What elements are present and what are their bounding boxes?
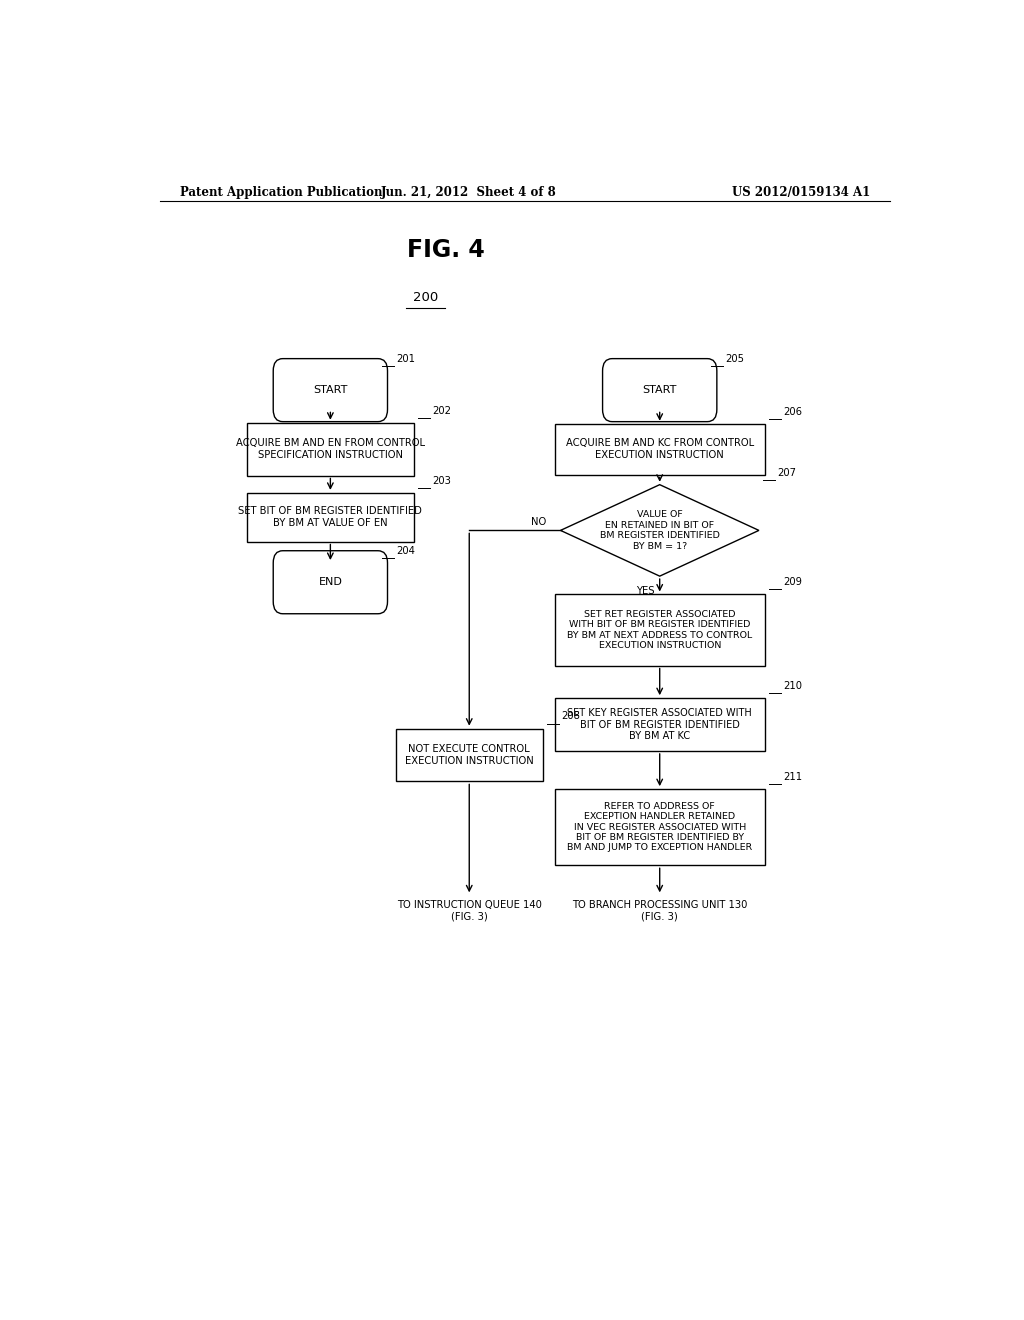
Text: 211: 211 bbox=[783, 772, 802, 781]
Text: NOT EXECUTE CONTROL
EXECUTION INSTRUCTION: NOT EXECUTE CONTROL EXECUTION INSTRUCTIO… bbox=[404, 744, 534, 766]
Polygon shape bbox=[560, 484, 759, 576]
Text: US 2012/0159134 A1: US 2012/0159134 A1 bbox=[732, 186, 870, 199]
Text: NO: NO bbox=[531, 517, 546, 527]
FancyBboxPatch shape bbox=[273, 359, 387, 421]
Text: TO BRANCH PROCESSING UNIT 130
(FIG. 3): TO BRANCH PROCESSING UNIT 130 (FIG. 3) bbox=[572, 900, 748, 921]
Bar bbox=[555, 789, 765, 866]
Text: 201: 201 bbox=[396, 354, 416, 364]
Text: 209: 209 bbox=[783, 577, 802, 587]
Bar bbox=[555, 424, 765, 474]
Text: Jun. 21, 2012  Sheet 4 of 8: Jun. 21, 2012 Sheet 4 of 8 bbox=[381, 186, 557, 199]
Text: 210: 210 bbox=[783, 681, 802, 690]
Bar bbox=[555, 594, 765, 665]
Text: 204: 204 bbox=[396, 545, 415, 556]
Text: REFER TO ADDRESS OF
EXCEPTION HANDLER RETAINED
IN VEC REGISTER ASSOCIATED WITH
B: REFER TO ADDRESS OF EXCEPTION HANDLER RE… bbox=[567, 801, 753, 853]
Text: ACQUIRE BM AND EN FROM CONTROL
SPECIFICATION INSTRUCTION: ACQUIRE BM AND EN FROM CONTROL SPECIFICA… bbox=[236, 438, 425, 459]
Text: START: START bbox=[313, 385, 347, 395]
Text: YES: YES bbox=[636, 586, 654, 597]
FancyBboxPatch shape bbox=[602, 359, 717, 421]
Text: FIG. 4: FIG. 4 bbox=[407, 238, 484, 261]
Text: Patent Application Publication: Patent Application Publication bbox=[179, 186, 382, 199]
Text: ACQUIRE BM AND KC FROM CONTROL
EXECUTION INSTRUCTION: ACQUIRE BM AND KC FROM CONTROL EXECUTION… bbox=[565, 438, 754, 459]
Text: SET KEY REGISTER ASSOCIATED WITH
BIT OF BM REGISTER IDENTIFIED
BY BM AT KC: SET KEY REGISTER ASSOCIATED WITH BIT OF … bbox=[567, 708, 752, 741]
Bar bbox=[396, 729, 543, 781]
Bar bbox=[247, 422, 414, 475]
Text: 207: 207 bbox=[777, 467, 797, 478]
Text: 200: 200 bbox=[413, 290, 438, 304]
Text: VALUE OF
EN RETAINED IN BIT OF
BM REGISTER IDENTIFIED
BY BM = 1?: VALUE OF EN RETAINED IN BIT OF BM REGIST… bbox=[600, 511, 720, 550]
Text: SET RET REGISTER ASSOCIATED
WITH BIT OF BM REGISTER IDENTIFIED
BY BM AT NEXT ADD: SET RET REGISTER ASSOCIATED WITH BIT OF … bbox=[567, 610, 753, 651]
Text: SET BIT OF BM REGISTER IDENTIFIED
BY BM AT VALUE OF EN: SET BIT OF BM REGISTER IDENTIFIED BY BM … bbox=[239, 507, 422, 528]
Bar bbox=[555, 698, 765, 751]
Text: 208: 208 bbox=[561, 711, 580, 722]
FancyBboxPatch shape bbox=[273, 550, 387, 614]
Text: START: START bbox=[642, 385, 677, 395]
Text: END: END bbox=[318, 577, 342, 587]
Text: 203: 203 bbox=[432, 475, 451, 486]
Bar bbox=[247, 492, 414, 541]
Text: TO INSTRUCTION QUEUE 140
(FIG. 3): TO INSTRUCTION QUEUE 140 (FIG. 3) bbox=[397, 900, 542, 921]
Text: 205: 205 bbox=[726, 354, 744, 364]
Text: 202: 202 bbox=[432, 405, 451, 416]
Text: 206: 206 bbox=[783, 407, 802, 417]
